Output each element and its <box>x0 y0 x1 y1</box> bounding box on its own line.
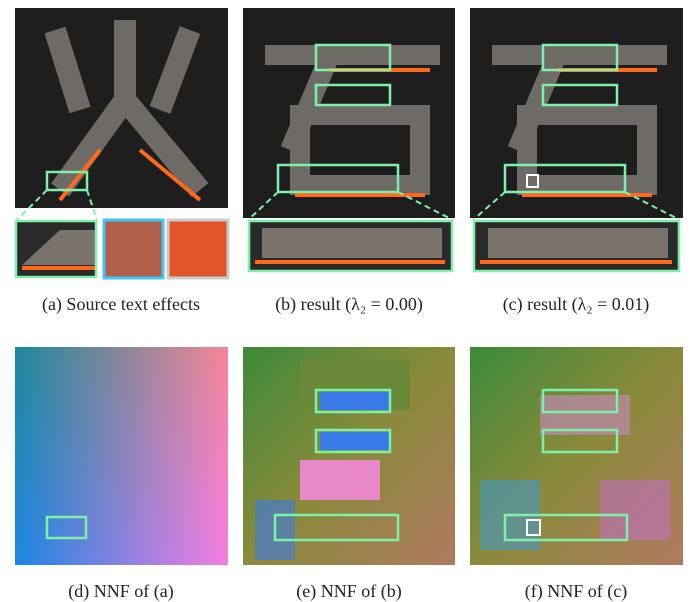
panel-d: (d) NNF of (a) <box>15 347 228 602</box>
caption: (f) NNF of (c) <box>525 581 627 602</box>
panel-a: (a) Source text effects <box>15 8 228 315</box>
caption: (a) Source text effects <box>42 294 200 315</box>
caption: (b) result (λ₂ = 0.00) <box>275 294 423 315</box>
caption: (c) result (λ₂ = 0.01) <box>503 294 650 315</box>
caption: (e) NNF of (b) <box>296 581 401 602</box>
caption: (d) NNF of (a) <box>68 581 173 602</box>
panel-c: (c) result (λ₂ = 0.01) <box>470 8 683 315</box>
panel-e: (e) NNF of (b) <box>243 347 455 602</box>
figure: (a) Source text effects (b) result (λ₂ =… <box>0 0 698 602</box>
panel-b: (b) result (λ₂ = 0.00) <box>243 8 455 315</box>
panel-f: (f) NNF of (c) <box>470 347 683 602</box>
